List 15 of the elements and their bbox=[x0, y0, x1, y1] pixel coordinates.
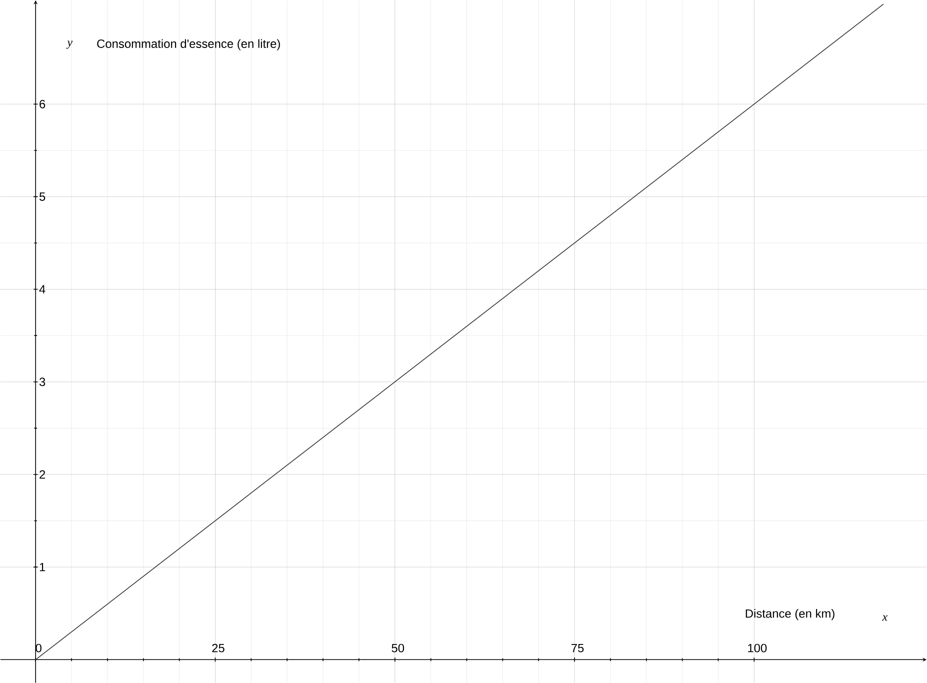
annotation: Distance (en km) bbox=[746, 608, 834, 620]
x-tick-label: 50 bbox=[392, 644, 404, 652]
annotation: Consommation d'essence (en litre) bbox=[97, 39, 280, 50]
x-axis-title: x bbox=[882, 615, 888, 621]
x-tick-label: 100 bbox=[748, 644, 767, 652]
y-tick-label: 1 bbox=[40, 562, 46, 572]
x-tick-label: 25 bbox=[212, 644, 224, 652]
y-tick-label: 2 bbox=[40, 470, 46, 479]
y-tick-label: 4 bbox=[39, 285, 46, 294]
y-tick-label: 3 bbox=[39, 378, 46, 386]
y-tick-label: 5 bbox=[39, 192, 46, 201]
x-tick-label: 0 bbox=[36, 644, 42, 652]
y-axis-title: y bbox=[66, 40, 73, 49]
x-tick-label: 75 bbox=[571, 644, 584, 652]
y-tick-label: 6 bbox=[40, 100, 46, 108]
